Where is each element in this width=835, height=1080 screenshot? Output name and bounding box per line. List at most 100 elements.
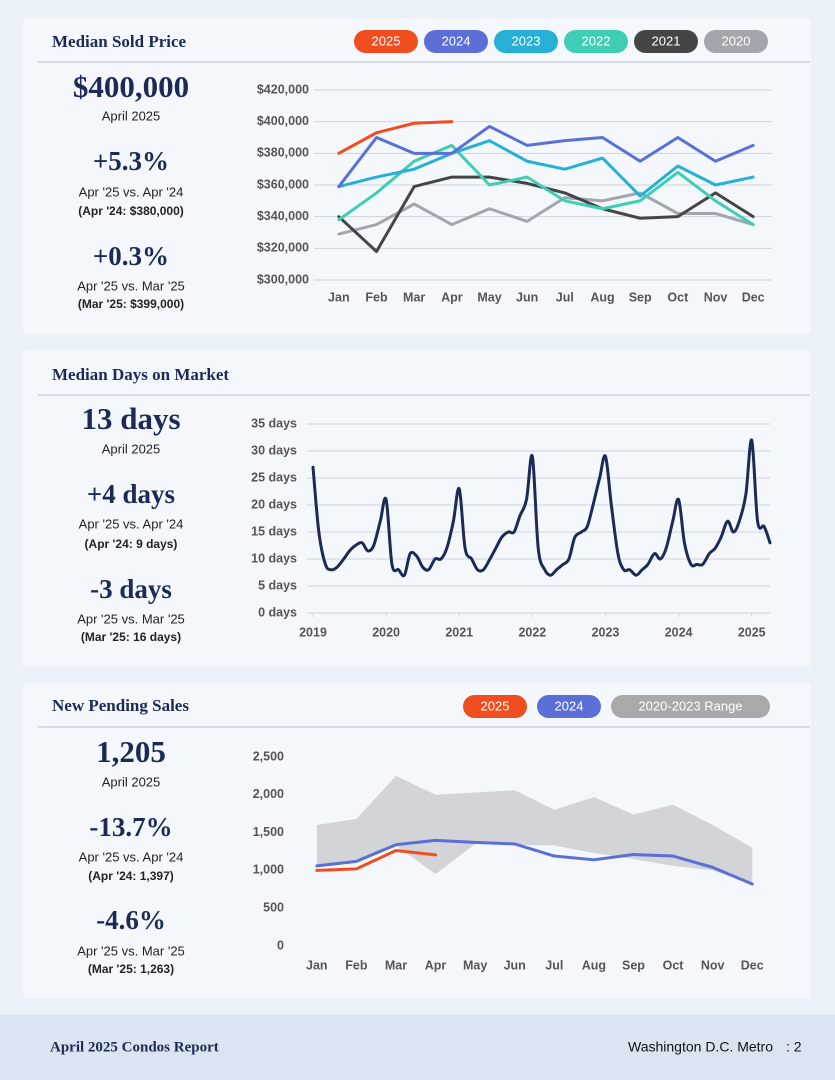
y-tick-label: 2,000 (253, 787, 284, 801)
x-tick-label: Oct (667, 290, 689, 304)
stat-change: +4 days (87, 479, 175, 509)
stat-prior: (Mar '25: $399,000) (78, 297, 184, 311)
x-tick-label: Dec (742, 290, 765, 304)
x-tick-label: Dec (741, 958, 764, 972)
footer-band (0, 1015, 835, 1080)
x-tick-label: Jan (328, 290, 350, 304)
legend-label: 2024 (555, 698, 584, 713)
stat-change: +0.3% (93, 241, 169, 271)
x-tick-label: Mar (385, 958, 407, 972)
legend-label: 2025 (372, 33, 401, 48)
y-tick-label: 500 (263, 900, 284, 914)
x-tick-label: Aug (582, 958, 606, 972)
y-tick-label: 25 days (251, 470, 297, 484)
y-tick-label: 15 days (251, 524, 297, 538)
x-tick-label: 2023 (592, 625, 620, 639)
x-tick-label: Sep (629, 290, 652, 304)
x-tick-label: Aug (590, 290, 614, 304)
x-tick-label: Jun (516, 290, 538, 304)
y-tick-label: $380,000 (257, 146, 309, 160)
series-line (315, 849, 438, 872)
x-tick-label: 2021 (445, 625, 473, 639)
legend-swatch (537, 695, 601, 718)
stat-value: 1,205 (96, 734, 166, 769)
x-tick-label: 2025 (738, 625, 766, 639)
x-tick-label: Nov (704, 290, 728, 304)
y-tick-label: $360,000 (257, 177, 309, 191)
panel-title: Median Days on Market (52, 365, 229, 384)
x-tick-label: Mar (403, 290, 425, 304)
stat-prior: (Apr '24: 1,397) (88, 869, 174, 883)
stat-period: April 2025 (102, 774, 161, 789)
x-tick-label: Jun (504, 958, 526, 972)
stat-value: 13 days (81, 401, 180, 436)
y-tick-label: $420,000 (257, 82, 309, 96)
y-tick-label: 0 days (258, 605, 297, 619)
y-tick-label: 1,000 (253, 863, 284, 877)
y-tick-label: $320,000 (257, 241, 309, 255)
x-tick-label: May (477, 290, 501, 304)
x-tick-label: 2020 (372, 625, 400, 639)
x-tick-label: Feb (345, 958, 368, 972)
series-line (337, 120, 454, 155)
y-tick-label: 1,500 (253, 825, 284, 839)
panel (23, 18, 811, 334)
stat-change: +5.3% (93, 146, 169, 176)
y-tick-label: $300,000 (257, 272, 309, 286)
y-tick-label: 35 days (251, 416, 297, 430)
stat-prior: (Apr '24: 9 days) (85, 537, 178, 551)
stat-prior: (Mar '25: 1,263) (88, 962, 174, 976)
stat-compare: Apr '25 vs. Apr '24 (79, 184, 184, 199)
legend-swatch (494, 30, 558, 53)
legend-swatch (704, 30, 768, 53)
y-tick-label: 0 (277, 938, 284, 952)
x-tick-label: Jul (545, 958, 563, 972)
panel-title: New Pending Sales (52, 696, 189, 715)
stat-change: -3 days (90, 574, 172, 604)
x-tick-label: 2024 (665, 625, 693, 639)
x-tick-label: May (463, 958, 487, 972)
legend-label: 2024 (442, 33, 471, 48)
panel-title: Median Sold Price (52, 32, 187, 51)
y-tick-label: $400,000 (257, 114, 309, 128)
stat-change: -4.6% (96, 905, 166, 935)
series-line (315, 838, 754, 886)
stat-prior: (Mar '25: 16 days) (81, 630, 181, 644)
legend-label: 2020-2023 Range (638, 698, 742, 713)
panel (23, 350, 811, 667)
x-tick-label: 2022 (518, 625, 546, 639)
legend-label: 2020 (722, 33, 751, 48)
stat-value: $400,000 (73, 69, 189, 104)
stat-compare: Apr '25 vs. Mar '25 (77, 943, 185, 958)
legend-swatch (634, 30, 698, 53)
footer-location: Washington D.C. Metro (628, 1039, 773, 1055)
y-tick-label: 30 days (251, 443, 297, 457)
y-tick-label: 10 days (251, 551, 297, 565)
stat-compare: Apr '25 vs. Mar '25 (77, 611, 185, 626)
stat-prior: (Apr '24: $380,000) (78, 204, 184, 218)
stat-compare: Apr '25 vs. Mar '25 (77, 278, 185, 293)
legend-swatch (354, 30, 418, 53)
stat-change: -13.7% (89, 812, 172, 842)
legend-swatch (463, 695, 527, 718)
x-tick-label: Feb (365, 290, 388, 304)
x-tick-label: Oct (663, 958, 685, 972)
stat-period: April 2025 (102, 441, 161, 456)
stat-period: April 2025 (102, 108, 161, 123)
y-tick-label: 2,500 (253, 749, 284, 763)
x-tick-label: Apr (441, 290, 463, 304)
x-tick-label: 2019 (299, 625, 327, 639)
legend-swatch (564, 30, 628, 53)
y-tick-label: 20 days (251, 497, 297, 511)
legend-label: 2023 (512, 33, 541, 48)
x-tick-label: Jul (556, 290, 574, 304)
stat-compare: Apr '25 vs. Apr '24 (79, 849, 184, 864)
legend-label: 2021 (652, 33, 681, 48)
stat-compare: Apr '25 vs. Apr '24 (79, 516, 184, 531)
x-tick-label: Jan (306, 958, 328, 972)
series-line (337, 143, 755, 227)
legend-swatch (424, 30, 488, 53)
x-tick-label: Nov (701, 958, 725, 972)
legend-label: 2022 (582, 33, 611, 48)
